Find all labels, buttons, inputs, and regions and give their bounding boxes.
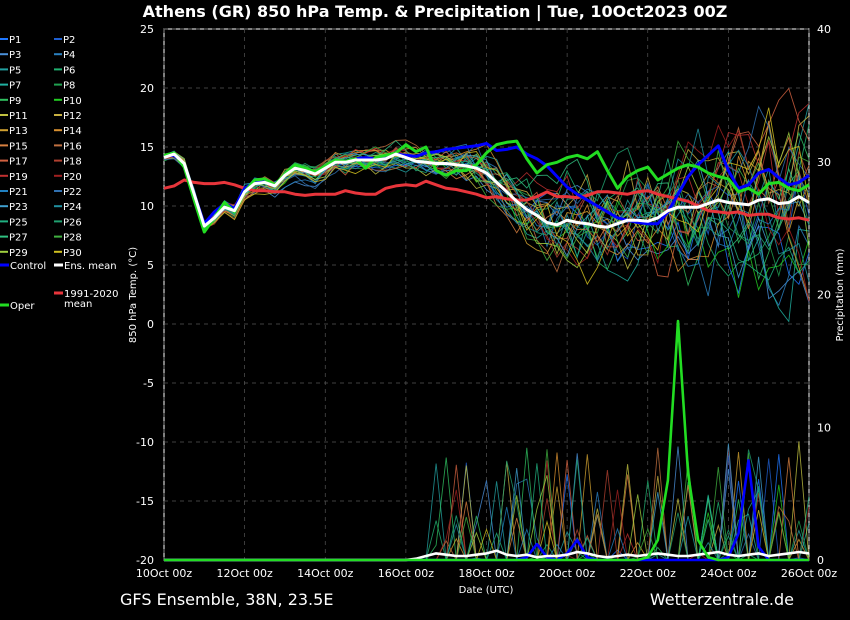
legend-label: P20 [63,172,82,183]
legend-label: P1 [9,35,21,46]
ens-mean-precip-line [164,549,810,562]
y-tick-label: 0 [147,318,154,331]
legend-label: Ens. mean [64,261,117,272]
chart-title: Athens (GR) 850 hPa Temp. & Precipitatio… [143,2,728,22]
y-tick-label: -10 [136,436,154,449]
y-tick-label: 10 [140,200,154,213]
x-tick-label: 12Oct 00z [216,567,273,580]
legend-label: P4 [63,50,75,61]
control-precip-line [164,459,809,562]
y-axis-label: 850 hPa Temp. (°C) [128,247,139,343]
legend-label: P12 [63,111,82,122]
legend-label: P28 [63,233,82,244]
legend-label: P2 [63,35,75,46]
y2-axis-label: Precipitation (mm) [835,248,846,341]
legend-label: Control [10,261,46,272]
legend: P1 P2 P3 P4 P5 P6 P7 P8 P9 P10 P11 P12 P13 P14 P15 P16 P… [0,35,119,312]
x-tick-label: 22Oct 00z [620,567,677,580]
y2-tick-label: 40 [817,23,831,36]
x-tick-label: 24Oct 00z [700,567,757,580]
legend-label: P30 [63,248,82,259]
member-line-p19 [163,103,810,248]
y2-tick-label: 30 [817,156,831,169]
legend-label: P6 [63,65,75,76]
legend-label: P17 [9,157,28,168]
y-tick-label: -15 [136,495,154,508]
legend-label: P24 [63,202,82,213]
y-tick-label: 15 [140,141,154,154]
legend-label: P16 [63,141,82,152]
footer-site: Wetterzentrale.de [650,590,794,609]
legend-label: P26 [63,217,82,228]
legend-label: P22 [63,187,82,198]
footer-model-info: GFS Ensemble, 38N, 23.5E [120,590,333,609]
legend-label: P10 [63,96,82,107]
member-line-p25 [163,150,810,281]
legend-label: P19 [9,172,28,183]
legend-label: P23 [9,202,28,213]
precipitation-lines [164,319,810,562]
legend-label: P9 [9,96,21,107]
legend-label: P13 [9,126,28,137]
grid [163,28,810,561]
x-tick-label: 26Oct 00z [781,567,838,580]
member-line-p29 [163,131,810,269]
legend-label: P25 [9,217,28,228]
y-tick-label: 20 [140,82,154,95]
x-axis-label: Date (UTC) [459,585,514,596]
legend-label: 1991-2020 [64,289,119,300]
legend-label: P21 [9,187,28,198]
legend-label: P15 [9,141,28,152]
legend-label: P18 [63,157,82,168]
legend-label: P7 [9,81,21,92]
y-tick-label: -20 [136,554,154,567]
legend-label: P14 [63,126,82,137]
x-tick-label: 16Oct 00z [378,567,435,580]
legend-label: P27 [9,233,28,244]
legend-label: P5 [9,65,21,76]
x-tick-label: 20Oct 00z [539,567,596,580]
legend-label: P8 [63,81,75,92]
y2-tick-label: 20 [817,289,831,302]
legend-label: P29 [9,248,28,259]
ens-mean-line [163,152,810,229]
y2-tick-label: 10 [817,421,831,434]
y-tick-label: -5 [143,377,154,390]
x-tick-label: 10Oct 00z [136,567,193,580]
x-tick-label: 18Oct 00z [458,567,515,580]
main-series [163,139,810,234]
y-tick-label: 5 [147,259,154,272]
oper-line [163,139,810,234]
legend-label: Oper [10,301,35,312]
y-tick-label: 25 [140,23,154,36]
legend-label: P11 [9,111,28,122]
legend-label: mean [64,299,92,310]
oper-precip-line [164,319,809,562]
x-tick-label: 14Oct 00z [297,567,354,580]
member-line-p30 [163,107,810,286]
legend-label: P3 [9,50,21,61]
y2-tick-label: 0 [817,554,824,567]
axes: -20 -15 -10 -5 0 5 10 15 20 25 0 10 20 30 40 10Oct 00z 1… [136,23,838,580]
